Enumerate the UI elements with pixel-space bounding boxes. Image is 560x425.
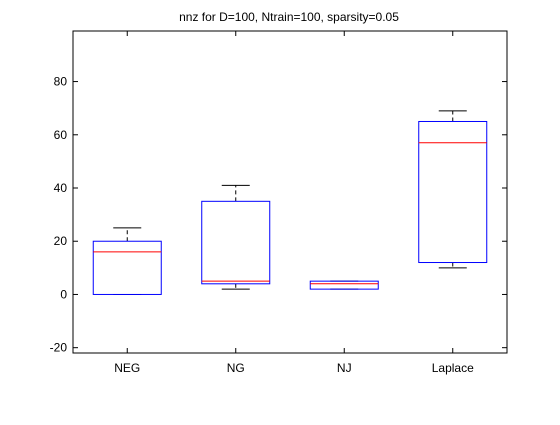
iqr-box [309, 280, 379, 290]
box-laplace [418, 110, 488, 269]
y-tick-label: 60 [54, 128, 68, 142]
box-nj [309, 280, 379, 290]
y-tick-label: 80 [54, 75, 68, 89]
y-tick-label: -20 [50, 341, 68, 355]
box-neg [92, 227, 162, 295]
x-tick-label: NJ [337, 361, 352, 375]
iqr-box [418, 120, 488, 264]
y-tick-label: 0 [60, 287, 67, 301]
iqr-box [201, 200, 271, 285]
x-tick-label: NG [227, 361, 245, 375]
box-ng [201, 184, 271, 290]
y-tick-label: 20 [54, 234, 68, 248]
plot-area [72, 30, 508, 354]
y-tick-label: 40 [54, 181, 68, 195]
boxes-group [92, 110, 488, 295]
iqr-box [92, 240, 162, 295]
x-axis: NEG NG NJ Laplace [114, 31, 474, 375]
y-axis: -20 0 20 40 60 80 [50, 75, 507, 355]
x-tick-label: Laplace [432, 361, 474, 375]
x-tick-label: NEG [114, 361, 140, 375]
chart-title: nnz for D=100, Ntrain=100, sparsity=0.05 [179, 10, 399, 24]
